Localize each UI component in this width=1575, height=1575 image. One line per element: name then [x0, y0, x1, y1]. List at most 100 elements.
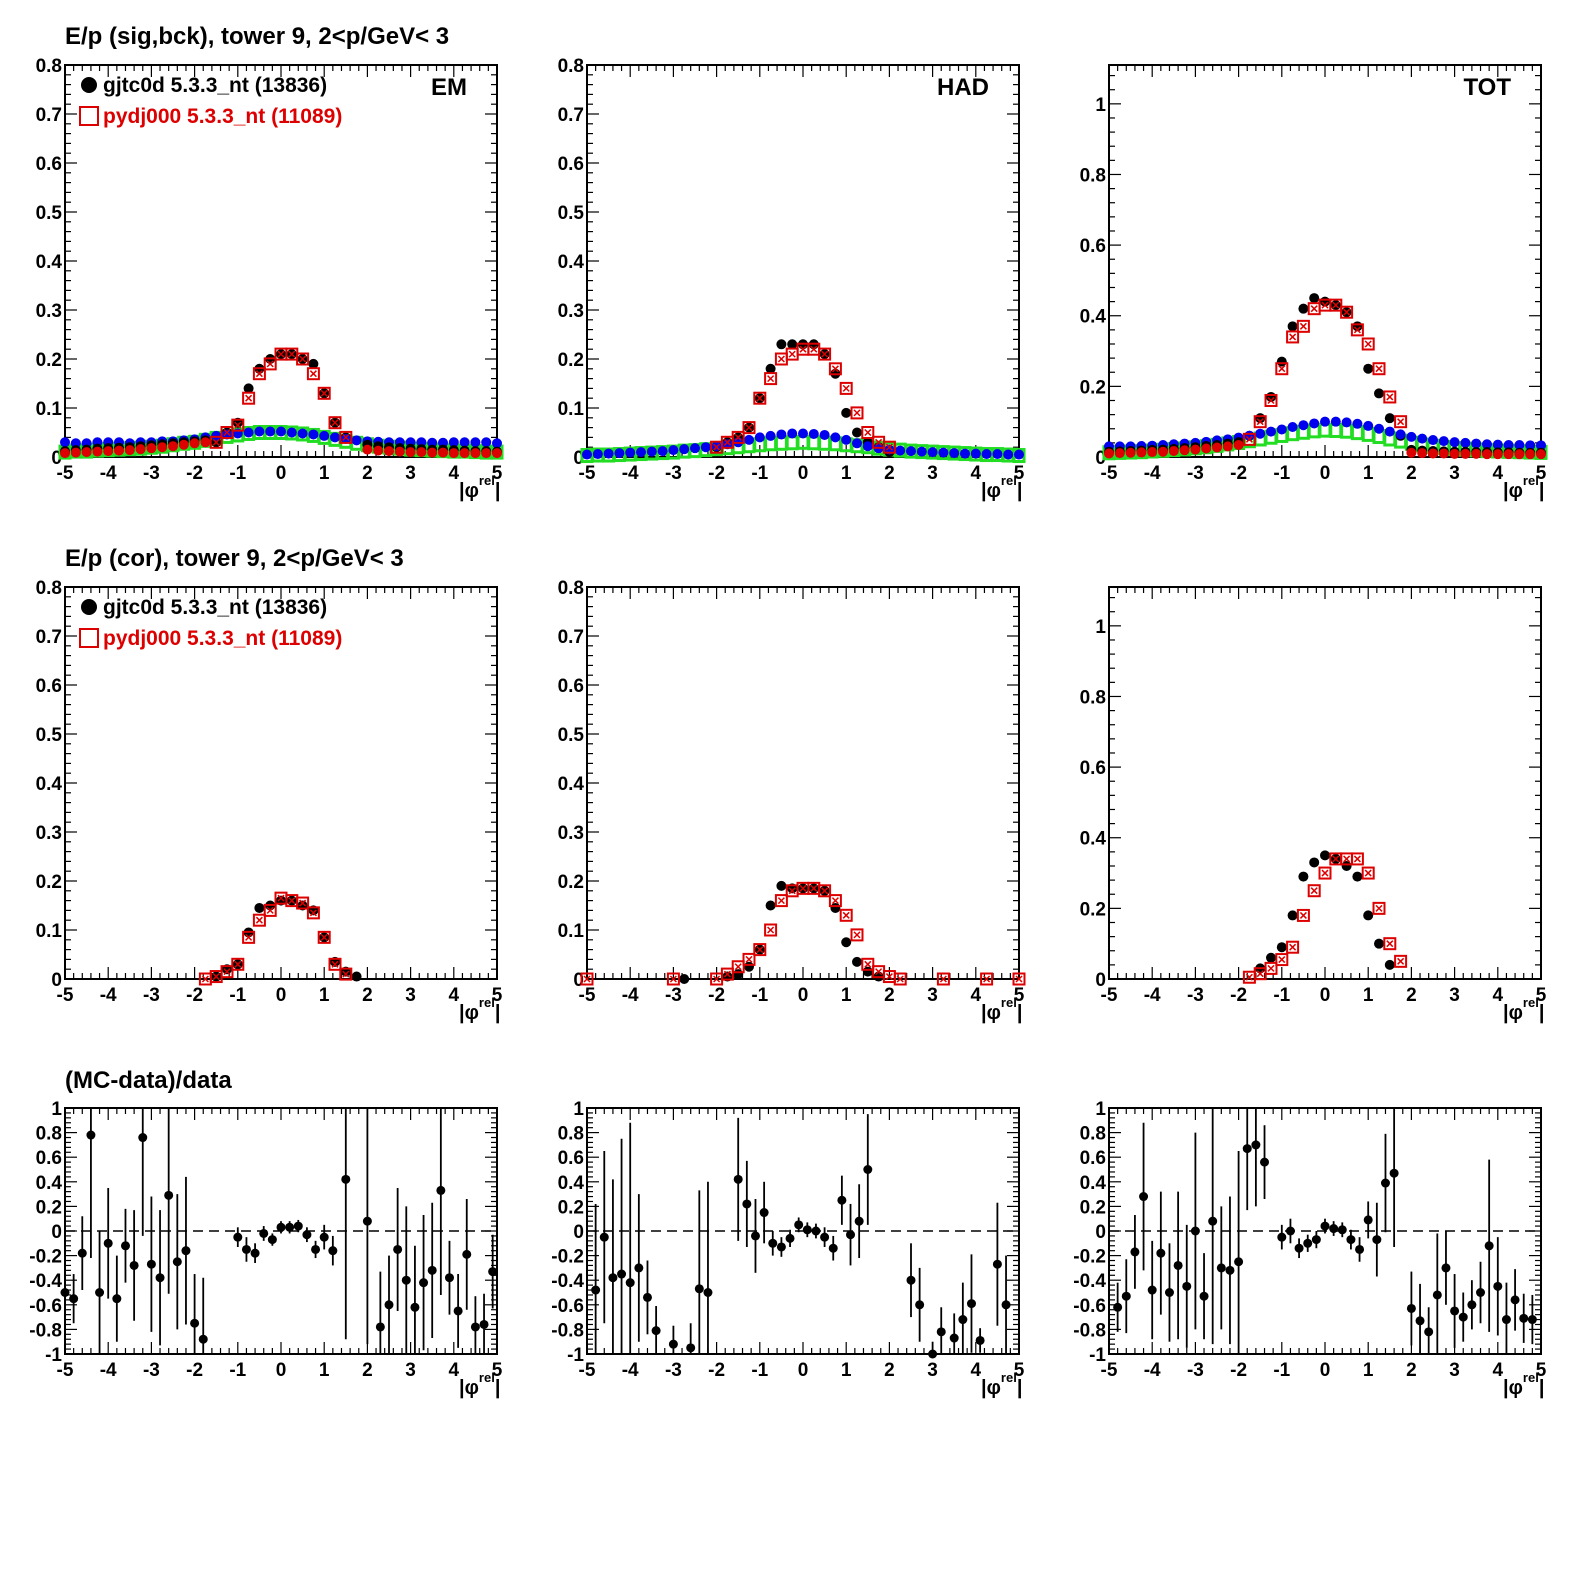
ratio-point	[419, 1278, 429, 1288]
data-point	[1298, 303, 1309, 314]
ratio-point	[384, 1300, 394, 1310]
mc-point	[742, 421, 756, 435]
ratio-point	[259, 1228, 269, 1238]
data-point	[1114, 448, 1125, 459]
mc-point	[666, 972, 680, 986]
y-tick-label: -0.2	[1073, 1247, 1106, 1268]
ratio-point	[1139, 1192, 1149, 1202]
x-tick-label: -3	[665, 1360, 682, 1381]
data-point	[1190, 444, 1201, 455]
data-point	[1212, 442, 1222, 453]
data-point	[841, 434, 852, 445]
x-tick-label: -5	[1101, 985, 1118, 1006]
x-tick-label: 3	[927, 1360, 938, 1381]
ratio-point	[120, 1241, 130, 1251]
mc-point	[231, 418, 245, 432]
x-tick-label: -4	[1144, 463, 1161, 484]
data-point	[394, 446, 405, 457]
x-axis-label-symbol: |φ	[1503, 1377, 1523, 1399]
ratio-point	[992, 1259, 1002, 1269]
ratio-point	[250, 1248, 260, 1258]
mc-point	[1383, 390, 1397, 404]
ratio-point	[936, 1327, 946, 1337]
ratio-point	[1476, 1288, 1486, 1297]
data-point	[1287, 321, 1298, 332]
data-point	[819, 429, 830, 440]
mc-point-cross	[821, 350, 829, 358]
data-point	[787, 428, 798, 439]
data-point	[308, 429, 319, 440]
y-tick-label: 0.4	[558, 1173, 585, 1194]
mc-point-cross	[821, 887, 829, 895]
mc-point-cross	[201, 975, 209, 983]
panel-sig-had: -5 -4 -3 -2 -1 0 1 2 3 4 5 0 0.1 0.2 0.3 0.4 0.5 0.6 0.7 0.…	[558, 56, 1026, 502]
mc-point-cross	[799, 345, 807, 353]
data-point	[319, 430, 330, 441]
x-axis-label-close: |	[495, 1377, 501, 1399]
x-axis-label-close: |	[1539, 1002, 1545, 1024]
mc-point-cross	[299, 899, 307, 907]
data-point	[1374, 938, 1384, 949]
mc-point-cross	[1343, 308, 1351, 316]
ratio-point	[733, 1174, 743, 1184]
ratio-point	[328, 1246, 338, 1256]
mc-point	[1394, 954, 1408, 968]
mc-point-cross	[756, 946, 764, 954]
mc-point-cross	[669, 975, 677, 983]
x-tick-label: 1	[841, 1360, 852, 1381]
data-point	[625, 447, 636, 458]
mc-point-cross	[1299, 322, 1307, 330]
y-tick-label: 0.8	[36, 578, 62, 599]
data-point	[1374, 388, 1384, 399]
data-point	[70, 447, 81, 458]
y-tick-label: 0.8	[558, 1124, 584, 1145]
mc-point	[764, 372, 778, 386]
mc-point-cross	[1299, 911, 1307, 919]
data-point	[1384, 426, 1395, 437]
x-axis-label: |φrel|	[981, 995, 1022, 1024]
mc-point-cross	[1386, 940, 1394, 948]
x-axis-label-symbol: |φ	[1503, 1002, 1523, 1024]
ratio-point	[750, 1231, 760, 1241]
y-tick-label: 1	[1095, 1099, 1106, 1120]
data-point	[1287, 910, 1298, 921]
y-tick-label: 0	[573, 970, 584, 991]
mc-point	[850, 406, 864, 420]
panel-ratio-tot: -5 -4 -3 -2 -1 0 1 2 3 4 5 -1 -0.8 -0.6 -0.4 -0.2 0 0.2 0.…	[1073, 1099, 1546, 1399]
x-tick-label: 2	[362, 985, 373, 1006]
x-axis-label-close: |	[1017, 1377, 1023, 1399]
x-tick-label: 4	[971, 985, 982, 1006]
mc-point-cross	[288, 350, 296, 358]
data-point	[222, 429, 232, 440]
series-square	[580, 881, 1026, 986]
mc-point-cross	[1278, 365, 1286, 373]
x-tick-label: -2	[1230, 985, 1247, 1006]
x-tick-label: -2	[1230, 1360, 1247, 1381]
ratio-point	[1164, 1288, 1174, 1297]
mc-point	[339, 430, 353, 444]
data-point	[254, 902, 265, 913]
y-tick-label: 1	[1095, 95, 1106, 116]
data-point	[1363, 420, 1374, 431]
data-point	[459, 437, 470, 448]
mc-point	[1275, 362, 1289, 376]
series-square	[1242, 298, 1408, 446]
ratio-point	[958, 1315, 968, 1325]
mc-point	[861, 957, 875, 971]
y-tick-label: 0.8	[1080, 687, 1106, 708]
data-point	[679, 974, 690, 984]
data-point	[276, 426, 286, 437]
data-point	[1514, 449, 1525, 460]
x-axis-label: |φrel|	[459, 995, 500, 1024]
data-point	[1320, 850, 1330, 861]
panel-sig-em: -5 -4 -3 -2 -1 0 1 2 3 4 5 0 0.1 0.2 0.3 0.4 0.5 0.6 0.7 0.…	[36, 56, 504, 502]
y-tick-label: 0.2	[1080, 1197, 1106, 1218]
mc-point	[220, 426, 234, 439]
ratio-point	[975, 1335, 985, 1345]
data-point	[1395, 429, 1406, 440]
x-tick-label: -3	[665, 985, 682, 1006]
y-tick-label: 0.4	[36, 252, 63, 273]
data-point	[189, 438, 200, 449]
ratio-point	[854, 1216, 864, 1226]
ratio-point	[1355, 1244, 1365, 1254]
